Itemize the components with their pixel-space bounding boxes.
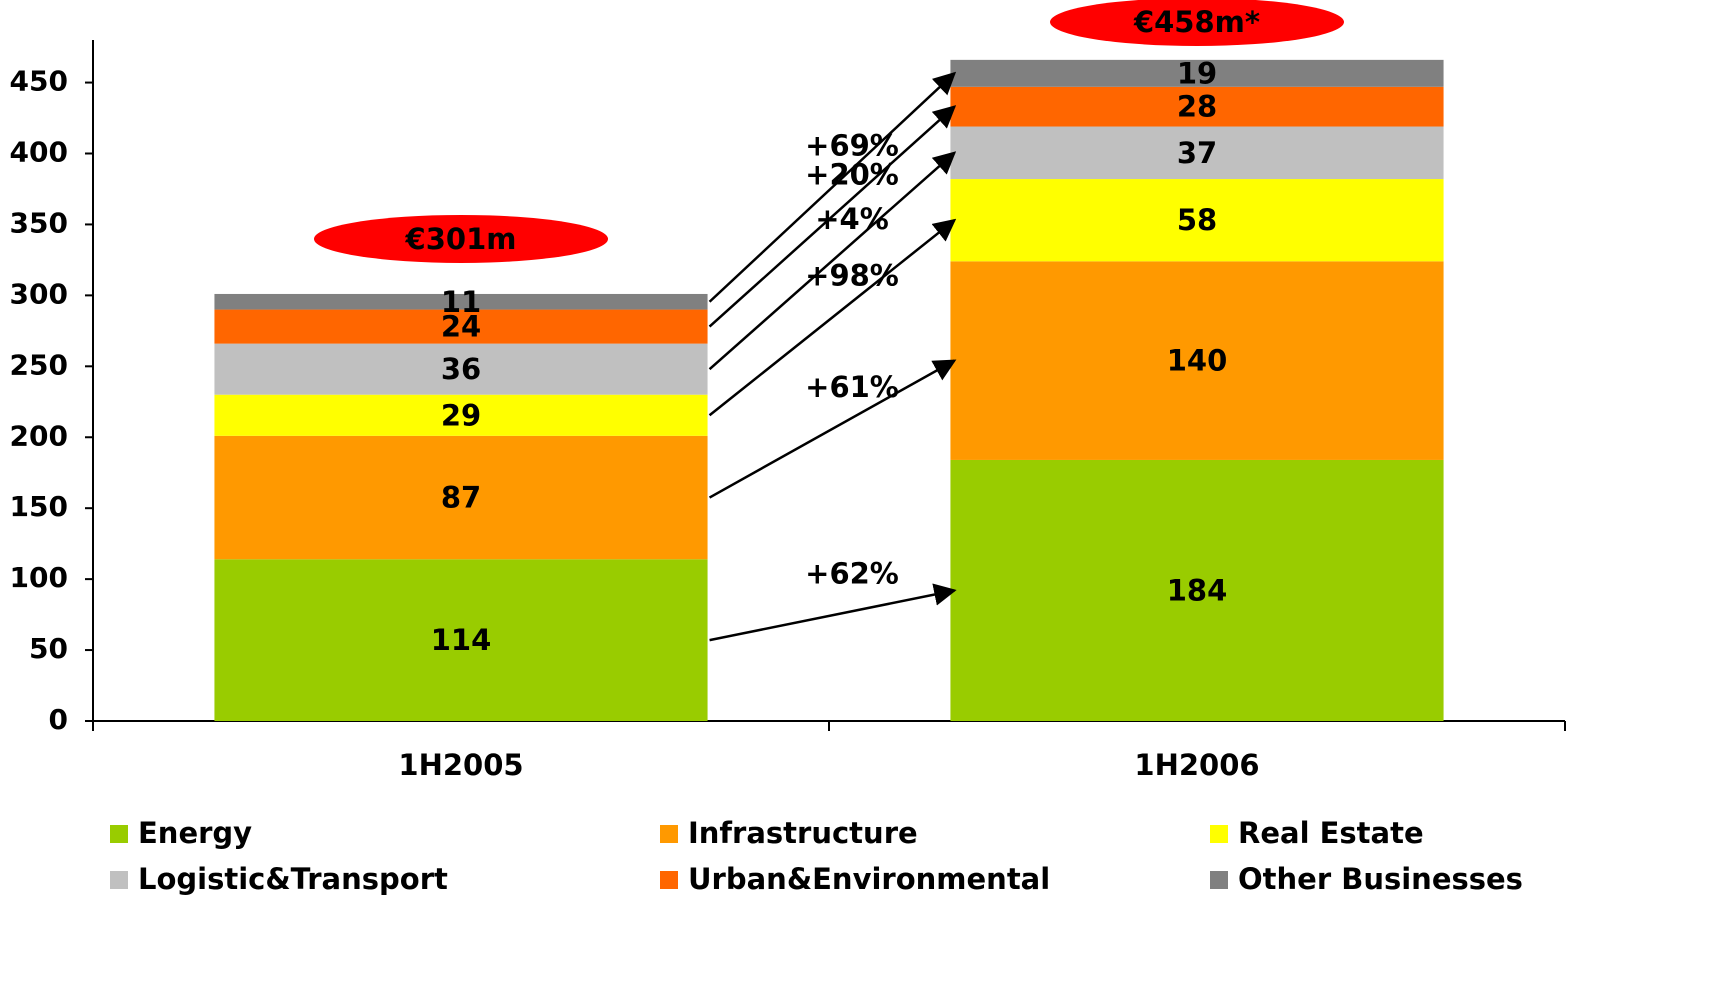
legend-swatch (110, 825, 128, 843)
total-label: €301m (405, 222, 517, 256)
data-label: 28 (1177, 90, 1217, 124)
legend-swatch (660, 871, 678, 889)
bar-segment (950, 261, 1444, 460)
y-tick-label: 300 (10, 277, 68, 310)
growth-label: +62% (805, 556, 899, 590)
growth-arrow (708, 105, 957, 328)
y-tick-label: 250 (10, 348, 68, 381)
y-tick-label: 200 (10, 419, 68, 452)
data-label: 140 (1167, 344, 1228, 378)
growth-arrow (708, 218, 957, 417)
data-label: 114 (431, 623, 492, 657)
bar-segment (214, 394, 708, 436)
legend-swatch (660, 825, 678, 843)
bar-segment (950, 59, 1444, 87)
data-label: 87 (441, 481, 481, 515)
bar-segment (214, 435, 708, 560)
y-tick-label: 100 (10, 561, 68, 594)
x-tick-label: 1H2006 (1134, 748, 1259, 782)
growth-label: +20% (805, 158, 899, 192)
data-label: 37 (1177, 136, 1217, 170)
legend-swatch (1210, 871, 1228, 889)
bar-segment (214, 309, 708, 344)
bar-segment (214, 293, 708, 310)
growth-label: +69% (805, 129, 899, 163)
y-tick-label: 400 (10, 136, 68, 169)
y-tick-label: 50 (29, 632, 68, 665)
growth-arrow (708, 71, 957, 303)
bar-segment (950, 179, 1444, 262)
bar-segment (214, 559, 708, 721)
legend-swatch (110, 871, 128, 889)
growth-label: +98% (805, 259, 899, 293)
x-tick-label: 1H2005 (398, 748, 523, 782)
data-label: 58 (1177, 203, 1217, 237)
bar-segment (214, 343, 708, 395)
data-label: 36 (441, 352, 481, 386)
y-tick-label: 0 (49, 703, 68, 736)
total-bubble (314, 214, 608, 263)
growth-arrow (708, 151, 957, 371)
data-label: 24 (441, 310, 481, 344)
y-tick-label: 450 (10, 65, 68, 98)
y-tick-label: 350 (10, 206, 68, 239)
growth-label: +4% (815, 202, 889, 236)
bar-segment (950, 86, 1444, 127)
bar-segment (950, 459, 1444, 721)
legend-label: Energy (138, 816, 252, 850)
growth-arrow (708, 359, 957, 499)
data-label: 29 (441, 398, 481, 432)
total-bubble (1050, 0, 1344, 46)
data-label: 184 (1167, 573, 1228, 607)
data-label: 11 (441, 285, 481, 319)
y-tick-label: 150 (10, 490, 68, 523)
bar-segment (950, 126, 1444, 180)
legend-label: Real Estate (1238, 816, 1424, 850)
legend-label: Logistic&Transport (138, 862, 448, 896)
growth-label: +61% (805, 370, 899, 404)
legend-label: Urban&Environmental (688, 862, 1050, 896)
legend-swatch (1210, 825, 1228, 843)
legend-label: Infrastructure (688, 816, 918, 850)
data-label: 19 (1177, 56, 1217, 90)
growth-arrow (709, 583, 957, 642)
legend-label: Other Businesses (1238, 862, 1523, 896)
total-label: €458m* (1133, 5, 1260, 39)
